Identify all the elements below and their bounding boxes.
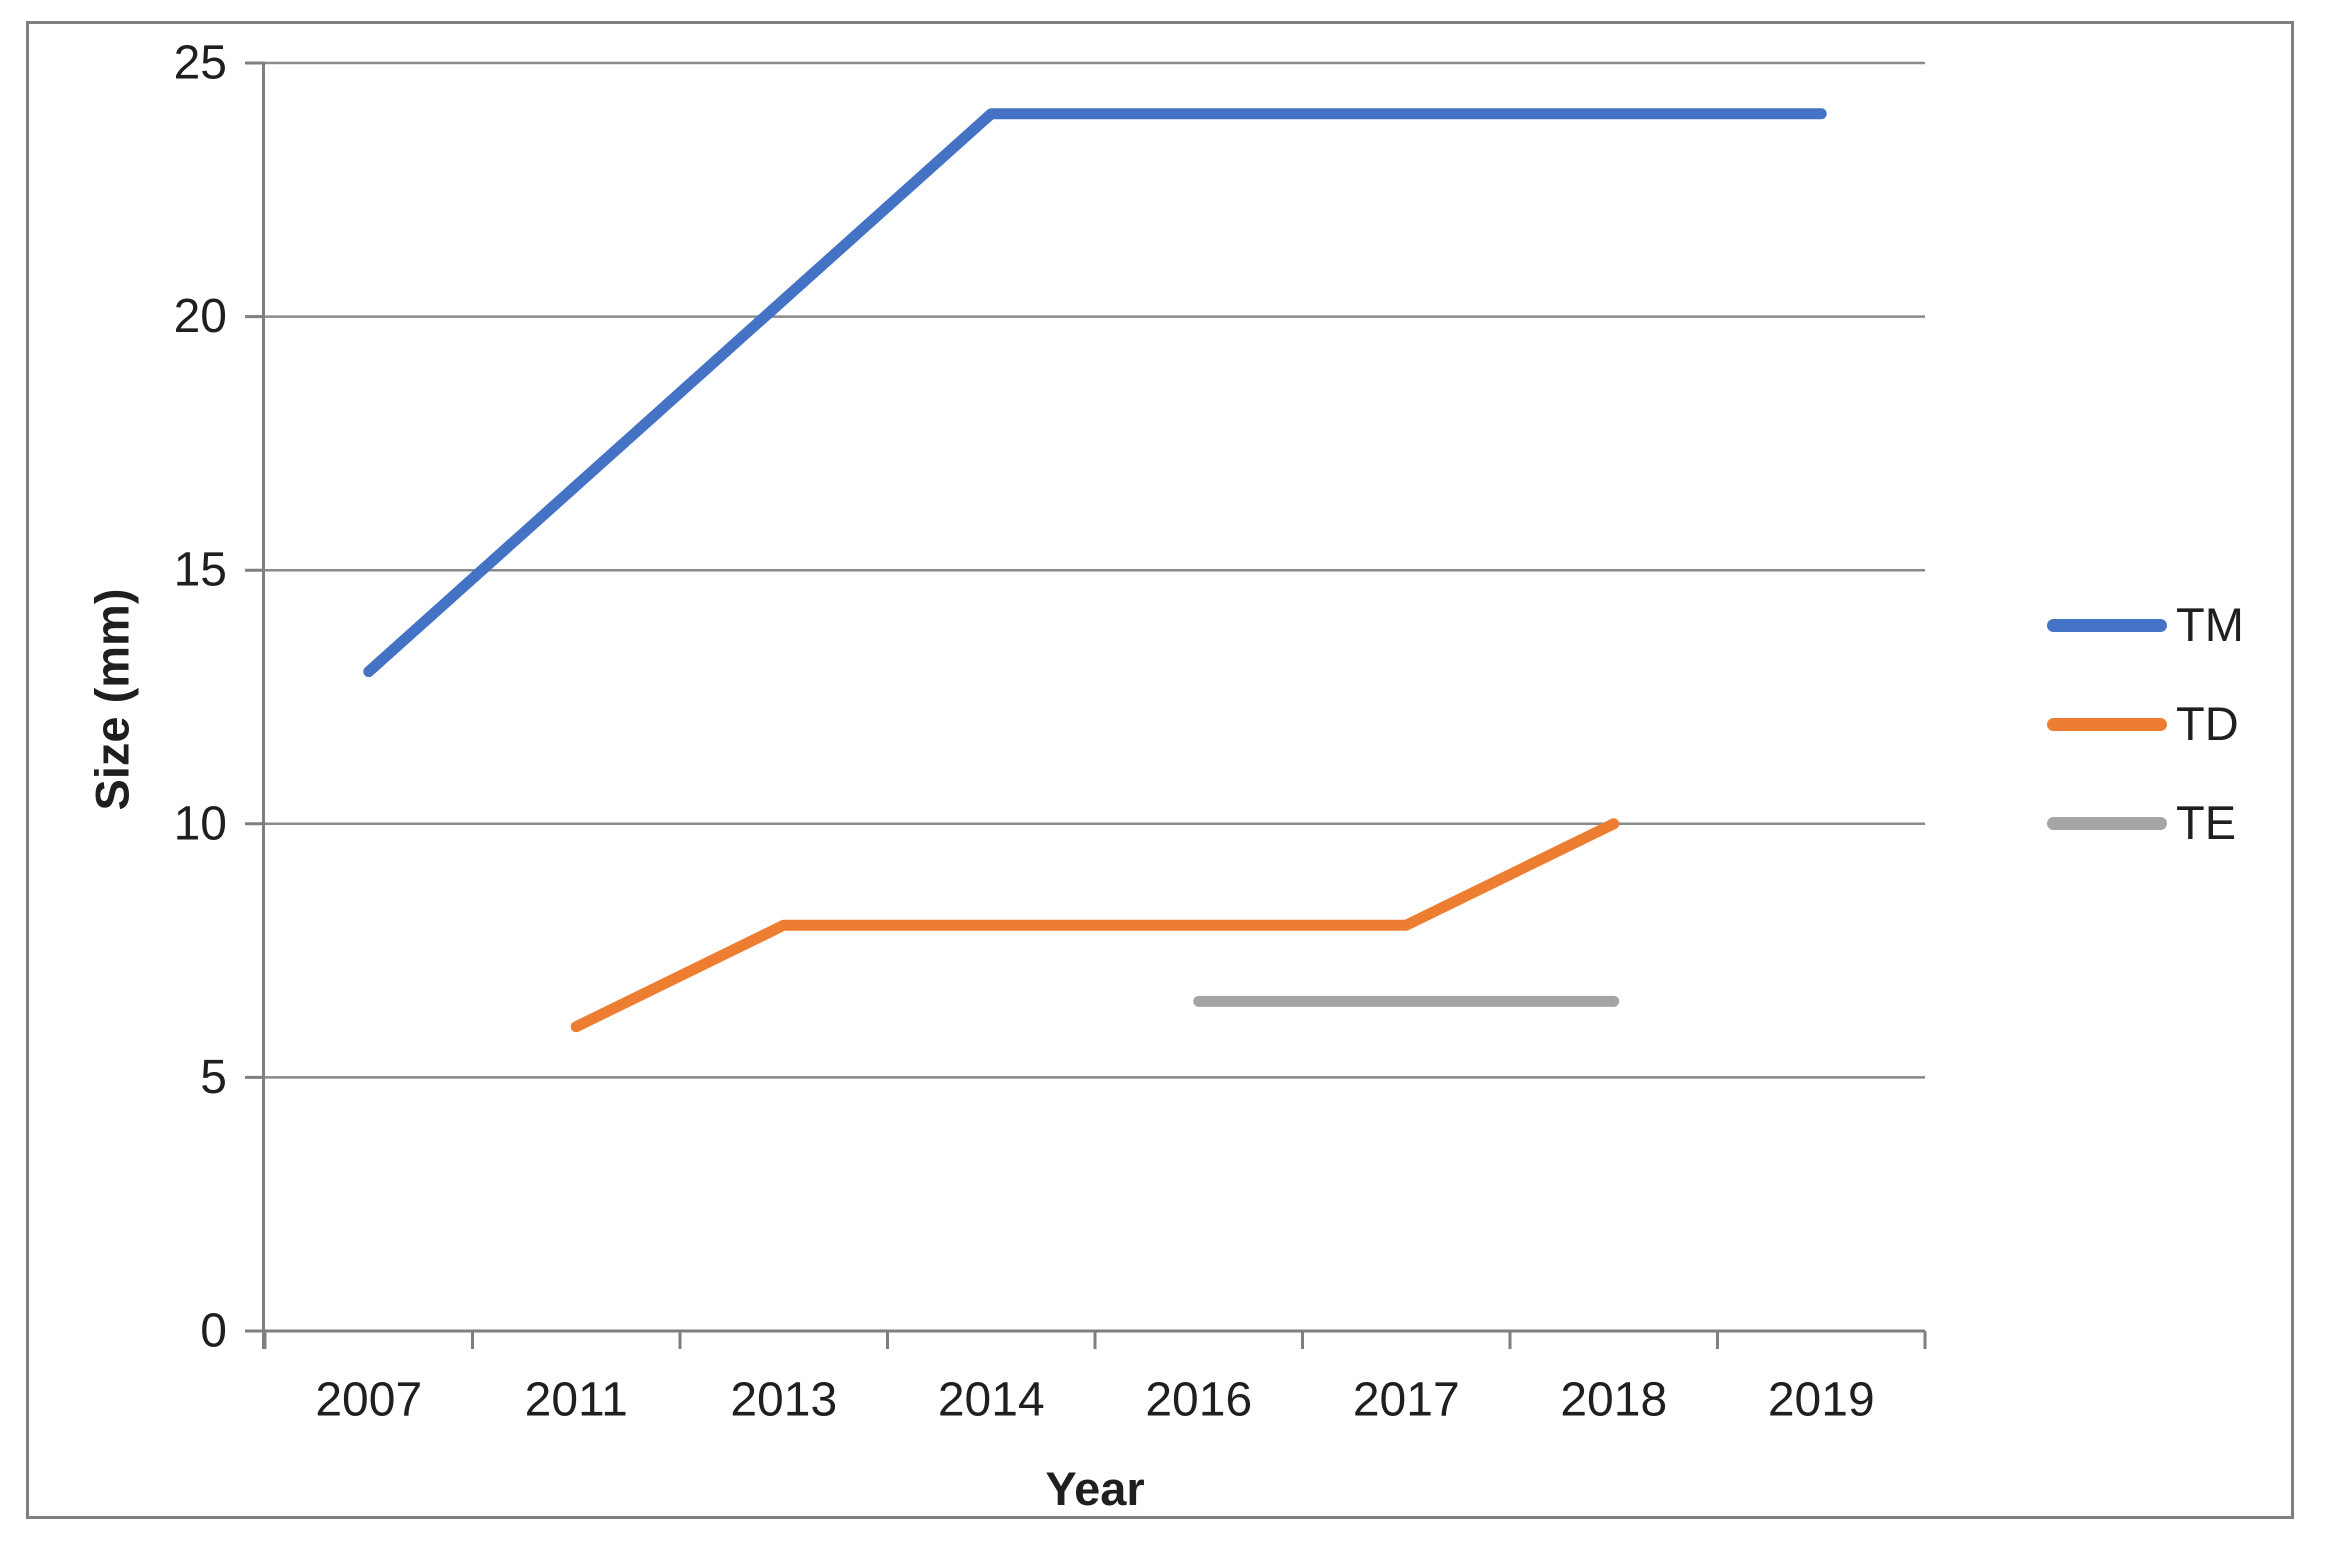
legend-line-swatch-te (2047, 816, 2167, 830)
series-line-td (570, 818, 1620, 1033)
legend-label-td: TD (2176, 697, 2239, 750)
x-axis-tick-label: 2011 (525, 1374, 628, 1427)
y-axis-tick-label: 5 (200, 1051, 227, 1104)
x-axis-tick-label: 2013 (730, 1374, 837, 1427)
x-axis-tick-label: 2014 (938, 1374, 1045, 1427)
x-axis-tick-labels: 2007 2011 2013 2014 2016 2017 2018 2019 (315, 1374, 1874, 1427)
y-axis-tick-label: 20 (174, 290, 227, 343)
legend-label-te: TE (2176, 796, 2237, 849)
x-axis-tick-label: 2018 (1560, 1374, 1667, 1427)
legend-label-tm: TM (2176, 598, 2244, 651)
series-line-tm (363, 108, 1827, 678)
legend: TM TD TE (2047, 598, 2244, 850)
y-axis-tick-label: 10 (174, 797, 227, 850)
legend-line-swatch-td (2047, 717, 2167, 731)
legend-item-te: TE (2047, 796, 2244, 850)
axes (245, 61, 1927, 1349)
legend-line-swatch-tm (2047, 618, 2167, 632)
y-axis-tick-label: 0 (200, 1305, 227, 1358)
y-axis-title: Size (mm) (85, 588, 139, 811)
x-axis-tick-label: 2019 (1768, 1374, 1875, 1427)
x-axis-title: Year (1045, 1462, 1145, 1515)
gridlines (265, 61, 1925, 1079)
x-axis-tick-label: 2016 (1145, 1374, 1252, 1427)
x-axis-tick-label: 2017 (1353, 1374, 1460, 1427)
legend-item-td: TD (2047, 697, 2244, 751)
legend-item-tm: TM (2047, 598, 2244, 652)
y-axis-tick-label: 15 (174, 544, 227, 597)
x-axis-tick-label: 2007 (315, 1374, 422, 1427)
y-axis-tick-labels: 0 5 10 15 20 25 (174, 37, 227, 1358)
y-axis-tick-label: 25 (174, 37, 227, 90)
series-lines (363, 108, 1827, 1033)
